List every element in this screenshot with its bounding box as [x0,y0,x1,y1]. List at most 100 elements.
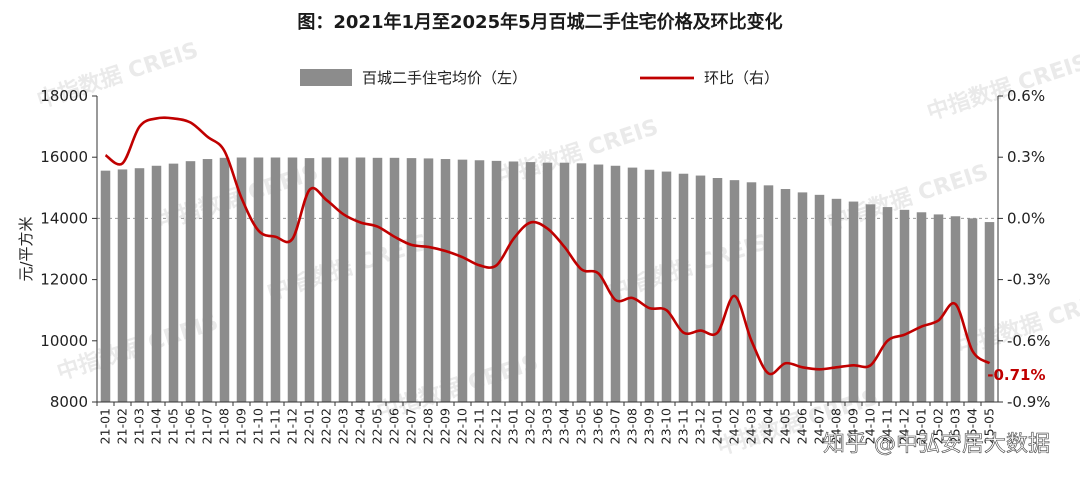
x-tick-label: 23-08 [625,408,640,444]
x-tick-label: 23-05 [574,408,589,444]
x-tick-label: 22-05 [370,408,385,444]
right-tick-label: -0.3% [1007,271,1051,289]
chart-title: 图：2021年1月至2025年5月百城二手住宅价格及环比变化 [297,12,783,33]
left-tick-label: 14000 [40,209,88,227]
x-tick-label: 22-02 [319,408,334,444]
x-tick-label: 22-10 [455,408,470,444]
bar [389,157,400,402]
bar [967,218,978,402]
left-tick-label: 10000 [40,332,88,350]
bar [899,209,910,402]
bar [287,157,298,402]
x-tick-label: 25-04 [965,408,980,444]
left-tick-label: 8000 [50,393,88,411]
bar [525,162,536,402]
x-tick-label: 21-07 [200,408,215,444]
x-tick-label: 23-06 [591,408,606,444]
x-tick-label: 23-11 [676,408,691,444]
labels: -0.71% 知乎 @中弘安居大数据 [823,366,1051,457]
right-tick-label: 0.6% [1007,87,1045,105]
x-tick-label: 21-04 [149,408,164,444]
x-tick-label: 23-02 [523,408,538,444]
bar [695,175,706,402]
bar [151,165,162,402]
bar [508,161,519,402]
x-tick-label: 21-11 [268,408,283,444]
bar [712,178,723,402]
bar [542,162,553,402]
x-tick-label: 22-06 [387,408,402,444]
x-tick-label: 25-02 [931,408,946,444]
x-tick-label: 22-01 [302,408,317,444]
bar [168,163,179,402]
bar [117,169,128,402]
bar [491,160,502,402]
credit-watermark: 知乎 @中弘安居大数据 [823,432,1050,457]
x-tick-label: 21-05 [166,408,181,444]
bar [865,204,876,402]
bar [627,167,638,402]
line-series [104,116,991,376]
x-tick-label: 24-10 [863,408,878,444]
x-tick-label: 24-06 [795,408,810,444]
watermark: 中指数据 CREIS [924,49,1080,126]
x-tick-label: 21-09 [234,408,249,444]
bar [304,158,315,402]
x-tick-label: 24-08 [829,408,844,444]
x-tick-label: 23-01 [506,408,521,444]
x-tick-label: 24-04 [761,408,776,444]
bar [746,182,757,402]
x-tick-label: 23-12 [693,408,708,444]
x-tick-label: 21-12 [285,408,300,444]
x-tick-label: 21-02 [115,408,130,444]
axes: 8000 10000 12000 14000 16000 18000 -0.9% -0.6% -… [17,87,1051,444]
bar [882,207,893,402]
bar [474,160,485,402]
bar [576,163,587,402]
legend: 百城二手住宅均价（左） 环比（右） [300,69,779,87]
bar [440,159,451,402]
bar [933,214,944,402]
legend-line-label: 环比（右） [704,69,779,87]
bar [236,157,247,402]
x-tick-label: 22-03 [336,408,351,444]
left-tick-label: 18000 [40,87,88,105]
x-tick-label: 24-02 [727,408,742,444]
x-tick-label: 24-05 [778,408,793,444]
bar [185,161,196,402]
left-tick-label: 16000 [40,148,88,166]
x-tick-label: 21-08 [217,408,232,444]
x-tick-label: 25-05 [982,408,997,444]
bar [100,170,111,402]
x-tick-label: 22-07 [404,408,419,444]
bar [661,171,672,402]
bar [763,185,774,402]
bar [814,194,825,402]
x-tick-label: 24-03 [744,408,759,444]
x-tick-label: 22-11 [472,408,487,444]
bar [372,157,383,402]
right-tick-label: -0.9% [1007,393,1051,411]
x-tick-label: 24-07 [812,408,827,444]
bar [559,162,570,402]
bar [253,157,264,402]
x-tick-label: 22-09 [438,408,453,444]
x-tick-label: 21-01 [98,408,113,444]
x-tick-label: 22-04 [353,408,368,444]
bar [610,165,621,402]
bar [423,158,434,402]
x-tick-label: 22-08 [421,408,436,444]
bar [202,159,213,402]
right-tick-label: 0.0% [1007,209,1045,227]
x-tick-label: 24-11 [880,408,895,444]
legend-bar-label: 百城二手住宅均价（左） [362,69,527,87]
x-tick-label: 21-03 [132,408,147,444]
x-tick-label: 21-10 [251,408,266,444]
x-tick-label: 22-12 [489,408,504,444]
bar [729,180,740,402]
right-tick-label: 0.3% [1007,148,1045,166]
x-tick-label: 24-01 [710,408,725,444]
bar-series [100,157,995,402]
bar [270,157,281,402]
